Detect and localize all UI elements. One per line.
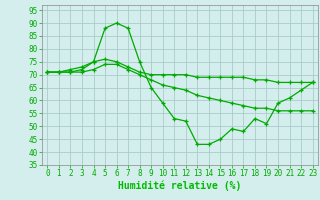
X-axis label: Humidité relative (%): Humidité relative (%) [118,181,242,191]
